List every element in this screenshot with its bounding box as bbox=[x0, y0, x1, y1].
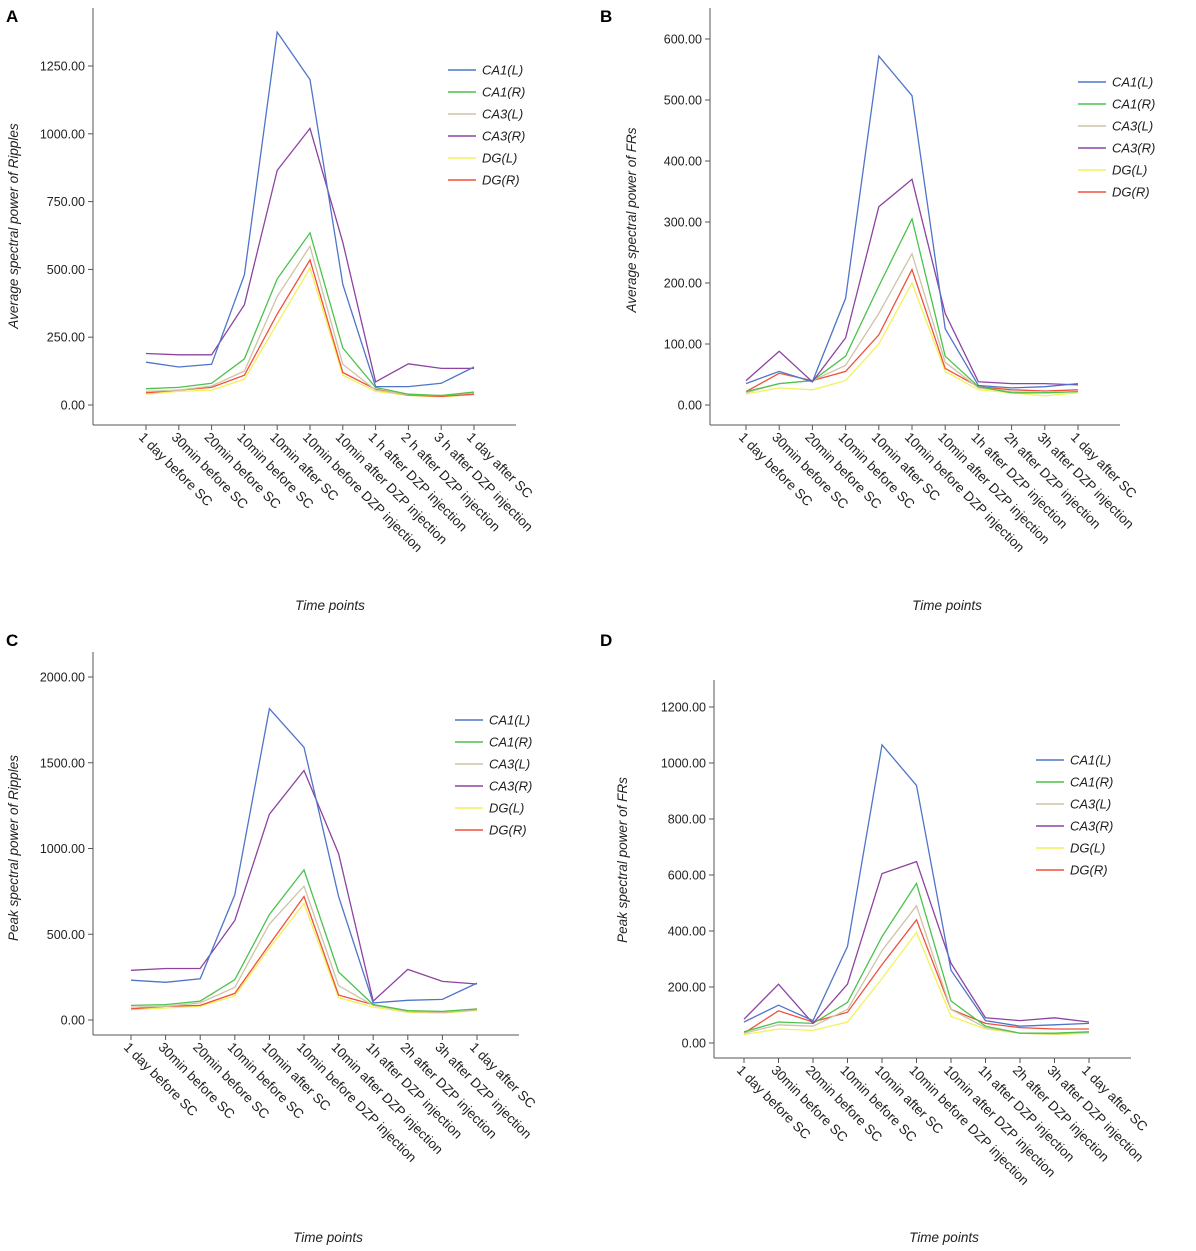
y-tick-label: 200.00 bbox=[664, 277, 702, 291]
series-line-ca3r bbox=[130, 769, 478, 1003]
y-tick-label: 500.00 bbox=[47, 928, 85, 942]
y-tick-label: 300.00 bbox=[664, 216, 702, 230]
y-tick-label: 250.00 bbox=[47, 331, 85, 345]
legend-label: DG(L) bbox=[482, 151, 517, 166]
legend-label: DG(L) bbox=[489, 801, 524, 816]
y-tick-label: 1500.00 bbox=[40, 756, 85, 770]
legend-label: CA3(L) bbox=[482, 107, 523, 122]
legend-label: DG(R) bbox=[1112, 185, 1150, 200]
series-line-ca1r bbox=[145, 231, 475, 397]
series-line-ca1r bbox=[745, 217, 1079, 394]
y-axis-title: Peak spectral power of Ripples bbox=[6, 755, 21, 941]
legend-label: CA1(R) bbox=[1112, 97, 1155, 112]
legend-label: CA1(L) bbox=[1112, 75, 1153, 90]
series-line-ca3l bbox=[745, 252, 1079, 394]
y-axis-title: Average spectral power of FRs bbox=[624, 127, 639, 313]
series-line-ca1r bbox=[743, 881, 1090, 1034]
y-tick-label: 100.00 bbox=[664, 338, 702, 352]
x-axis-title: Time points bbox=[912, 598, 982, 613]
panel-label: B bbox=[600, 7, 612, 26]
series-line-dgl bbox=[745, 281, 1079, 397]
legend-label: CA1(R) bbox=[482, 85, 525, 100]
series-line-ca1l bbox=[743, 743, 1090, 1027]
y-tick-label: 800.00 bbox=[668, 813, 706, 827]
y-tick-label: 600.00 bbox=[664, 33, 702, 47]
y-tick-label: 0.00 bbox=[61, 1014, 85, 1028]
legend-label: DG(R) bbox=[489, 823, 527, 838]
legend: CA1(L) CA1(R) CA3(L) CA3(R) DG(L) DG(R) bbox=[455, 713, 532, 838]
legend: CA1(L) CA1(R) CA3(L) CA3(R) DG(L) DG(R) bbox=[1078, 75, 1155, 200]
x-axis-title: Time points bbox=[295, 598, 365, 613]
legend-label: CA3(R) bbox=[1112, 141, 1155, 156]
legend-label: CA3(L) bbox=[489, 757, 530, 772]
y-tick-label: 500.00 bbox=[664, 94, 702, 108]
series-line-ca3r bbox=[145, 126, 474, 383]
legend-label: DG(L) bbox=[1070, 841, 1105, 856]
y-tick-label: 1000.00 bbox=[40, 127, 85, 141]
y-tick-label: 400.00 bbox=[668, 925, 706, 939]
x-axis-title: Time points bbox=[909, 1230, 979, 1245]
legend-label: CA1(R) bbox=[1070, 775, 1113, 790]
series-line-ca3l bbox=[743, 904, 1090, 1035]
y-tick-label: 2000.00 bbox=[40, 671, 85, 685]
panel-label: C bbox=[6, 631, 18, 650]
series-line-dgr bbox=[745, 267, 1079, 393]
legend-label: DG(R) bbox=[482, 173, 520, 188]
legend-label: CA3(R) bbox=[482, 129, 525, 144]
legend-label: CA1(L) bbox=[482, 63, 523, 78]
legend-label: DG(R) bbox=[1070, 863, 1108, 878]
legend-label: CA3(L) bbox=[1112, 119, 1153, 134]
series-line-ca3r bbox=[745, 178, 1079, 386]
legend: CA1(L) CA1(R) CA3(L) CA3(R) DG(L) DG(R) bbox=[1036, 753, 1113, 878]
y-axis-title: Peak spectral power of FRs bbox=[615, 777, 630, 943]
y-tick-label: 0.00 bbox=[682, 1037, 706, 1051]
series-line-dgr bbox=[145, 258, 475, 397]
series-line-ca3l bbox=[130, 884, 478, 1013]
y-tick-label: 0.00 bbox=[678, 399, 702, 413]
y-axis-title: Average spectral power of Ripples bbox=[6, 123, 21, 330]
x-axis-title: Time points bbox=[293, 1230, 363, 1245]
chart-panel-b: B 0.00 100.00 200.00 300.00 400.00 500.00 600.0… bbox=[600, 7, 1155, 613]
y-tick-label: 200.00 bbox=[668, 981, 706, 995]
y-tick-label: 400.00 bbox=[664, 155, 702, 169]
chart-panel-d: D 0.00 200.00 400.00 600.00 800.00 1000.00 1200… bbox=[600, 631, 1151, 1245]
series-line-dgr bbox=[130, 895, 478, 1013]
legend-label: CA1(L) bbox=[489, 713, 530, 728]
y-tick-label: 1250.00 bbox=[40, 60, 85, 74]
y-tick-label: 1000.00 bbox=[661, 757, 706, 771]
panel-label: D bbox=[600, 631, 612, 650]
panel-label: A bbox=[6, 7, 18, 26]
series-line-dgl bbox=[145, 266, 475, 398]
legend: CA1(L) CA1(R) CA3(L) CA3(R) DG(L) DG(R) bbox=[448, 63, 525, 188]
series-line-ca1l bbox=[145, 30, 475, 388]
legend-label: CA3(L) bbox=[1070, 797, 1111, 812]
legend-label: DG(L) bbox=[1112, 163, 1147, 178]
y-tick-label: 600.00 bbox=[668, 869, 706, 883]
series-line-dgl bbox=[130, 902, 478, 1014]
y-tick-label: 1200.00 bbox=[661, 701, 706, 715]
legend-label: CA1(L) bbox=[1070, 753, 1111, 768]
series-line-ca1l bbox=[130, 707, 478, 1004]
y-tick-label: 1000.00 bbox=[40, 842, 85, 856]
series-line-ca1r bbox=[130, 868, 478, 1013]
series-line-ca3r bbox=[743, 860, 1090, 1025]
legend-label: CA1(R) bbox=[489, 735, 532, 750]
series-line-dgr bbox=[743, 918, 1089, 1034]
y-tick-label: 500.00 bbox=[47, 263, 85, 277]
y-tick-label: 750.00 bbox=[47, 195, 85, 209]
legend-label: CA3(R) bbox=[489, 779, 532, 794]
series-line-ca1l bbox=[745, 54, 1079, 389]
legend-label: CA3(R) bbox=[1070, 819, 1113, 834]
y-tick-label: 0.00 bbox=[61, 399, 85, 413]
